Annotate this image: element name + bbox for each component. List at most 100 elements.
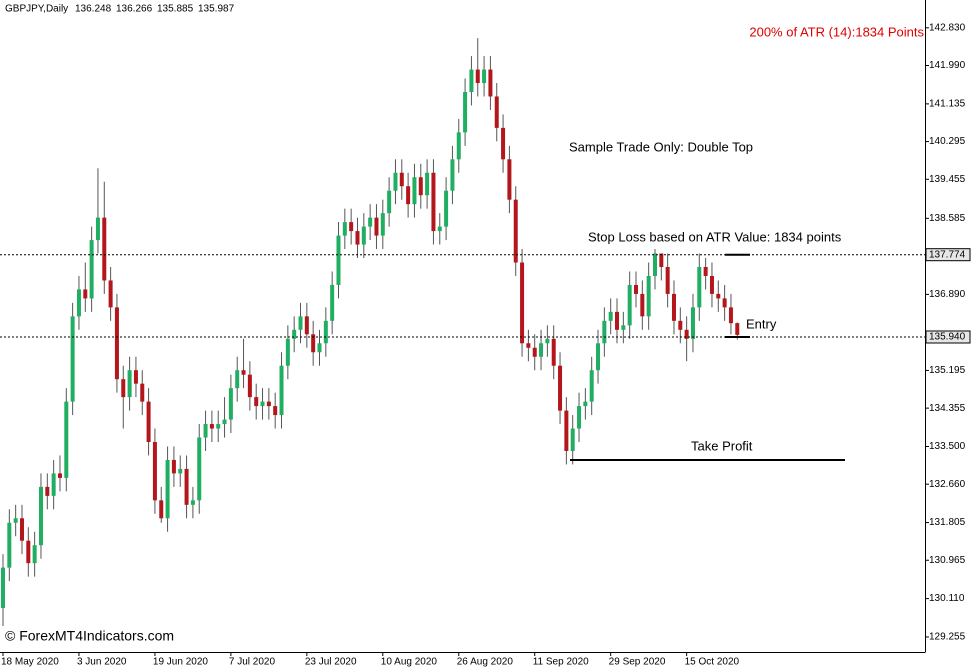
y-tick-label: 136.890 (929, 289, 966, 300)
candle-body (260, 401, 265, 407)
candle-body (216, 424, 221, 429)
y-tick-label: 130.110 (929, 593, 965, 604)
candle-body (412, 177, 417, 205)
candle-body (380, 213, 385, 236)
candle-body (311, 334, 316, 353)
candle-body (665, 266, 670, 294)
x-tick-label: 29 Sep 2020 (609, 657, 666, 668)
y-tick-label: 142.830 (929, 22, 966, 33)
candle-body (266, 401, 271, 407)
candle-body (247, 374, 252, 398)
candle-body (279, 365, 284, 416)
candle-body (456, 132, 461, 160)
candle-body (469, 69, 474, 92)
candle-body (102, 217, 107, 281)
candle-body (564, 410, 569, 451)
candle-body (634, 284, 638, 294)
candle-body (488, 69, 493, 97)
candle-body (716, 293, 721, 299)
x-tick-label: 19 Jun 2020 (153, 657, 208, 668)
ohlc-open: 136.248 (75, 4, 112, 15)
candle-body (596, 343, 601, 371)
candle-body (406, 186, 411, 205)
candle-body (735, 323, 740, 335)
candle-body (494, 96, 499, 128)
candle-body (64, 401, 69, 478)
candle-body (51, 473, 56, 496)
candle-body (608, 311, 613, 321)
candle-body (545, 338, 550, 344)
candle-body (526, 343, 531, 348)
candle-body (285, 338, 290, 366)
candle-body (304, 316, 309, 335)
candle-body (273, 406, 278, 416)
candle-body (532, 347, 537, 357)
candle-body (374, 217, 379, 236)
candle-body (589, 370, 594, 402)
candle-body (659, 253, 664, 267)
candle-body (235, 370, 240, 389)
candle-body (507, 159, 512, 200)
y-tick-label: 141.135 (929, 99, 966, 110)
candle-body (558, 365, 563, 411)
candle-body (222, 419, 227, 425)
candle-body (121, 379, 126, 398)
candle-body (298, 316, 303, 330)
candle-body (690, 307, 695, 339)
candle-body (539, 343, 544, 357)
candle-body (722, 298, 727, 308)
candle-body (621, 325, 626, 330)
y-tick-label: 135.195 (929, 365, 966, 376)
candle-body (697, 266, 702, 308)
x-tick-label: 23 Jul 2020 (305, 657, 357, 668)
candle-body (165, 459, 170, 519)
candle-body (349, 222, 354, 232)
price-level-box (925, 248, 971, 262)
candle-body (7, 522, 12, 568)
candle-body (703, 266, 708, 276)
y-tick-label: 129.255 (929, 632, 966, 643)
candle-body (444, 190, 449, 227)
candle-body (76, 289, 81, 317)
candle-body (709, 275, 714, 294)
candle-body (671, 293, 676, 321)
candle-body (652, 253, 657, 276)
candle-body (583, 401, 588, 407)
candle-body (577, 406, 582, 429)
x-tick-label: 3 Jun 2020 (77, 657, 127, 668)
candle-body (482, 69, 487, 84)
candle-body (178, 468, 183, 474)
x-tick-label: 18 May 2020 (1, 657, 59, 668)
x-tick-label: 15 Oct 2020 (685, 657, 740, 668)
candle-body (203, 424, 208, 438)
candle-body (292, 329, 297, 339)
candle-body (342, 222, 347, 236)
y-tick-label: 140.295 (929, 136, 966, 147)
candle-body (70, 316, 75, 402)
candle-body (570, 428, 575, 451)
candle-body (399, 172, 404, 187)
candle-body (254, 397, 259, 407)
candle-body (418, 177, 423, 196)
candle-body (336, 235, 341, 285)
candle-body (475, 69, 480, 84)
plot (1, 38, 740, 626)
candle-body (513, 199, 518, 263)
candle-body (640, 293, 645, 317)
candle-body (1, 567, 5, 609)
y-tick-label: 133.500 (929, 441, 966, 452)
candle-body (355, 231, 360, 245)
price-level-box (925, 330, 971, 344)
y-tick-label: 134.355 (929, 403, 966, 414)
candle-body (431, 172, 436, 232)
y-tick-label: 132.660 (929, 479, 966, 490)
ohlc-low: 135.885 (157, 4, 194, 15)
candle-body (133, 370, 138, 384)
y-tick-label: 130.965 (929, 555, 966, 566)
candle-body (684, 329, 689, 339)
watermark: © ForexMT4Indicators.com (5, 628, 174, 644)
symbol: GBPJPY,Daily (5, 4, 68, 15)
price-level-label: 137.774 (929, 249, 966, 260)
candle-body (602, 320, 607, 344)
